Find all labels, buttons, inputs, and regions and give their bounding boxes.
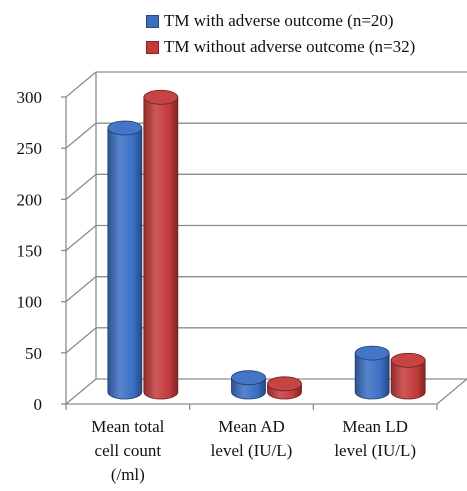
bar-body: [143, 96, 179, 400]
bar-1-1: [107, 120, 143, 400]
bar-top: [267, 376, 302, 392]
bar-2-1: [143, 89, 179, 400]
category-label: Mean LD level (IU/L): [334, 417, 416, 460]
legend-swatch-series-1: [146, 14, 159, 28]
y-tick-label: 300: [17, 88, 43, 107]
category-label: Mean AD level (IU/L): [211, 417, 293, 460]
chart-bars: [107, 89, 426, 400]
legend: TM with adverse outcome (n=20) TM withou…: [146, 8, 415, 60]
gridline-side: [65, 378, 97, 405]
bar-top: [231, 370, 266, 386]
y-tick-label: 50: [25, 344, 42, 363]
gridline-side: [65, 276, 97, 303]
legend-label-series-1: TM with adverse outcome (n=20): [164, 11, 394, 30]
legend-item-series-2: TM without adverse outcome (n=32): [146, 34, 415, 60]
y-tick-label: 0: [34, 395, 43, 414]
bar-top: [143, 89, 179, 105]
y-tick-label: 100: [17, 293, 43, 312]
bar-body: [390, 359, 426, 400]
bar-body: [107, 127, 143, 400]
y-tick-label: 200: [17, 190, 43, 209]
gridline-side: [65, 71, 97, 98]
y-tick-label: 150: [17, 242, 43, 261]
gridline-side: [65, 122, 97, 149]
gridline-side: [65, 327, 97, 354]
bar-top: [354, 345, 390, 361]
floor-right-edge: [436, 378, 467, 405]
legend-swatch-series-2: [146, 40, 159, 54]
gridline-side: [65, 173, 97, 200]
bar-1-3: [354, 345, 390, 400]
bar-2-3: [390, 352, 426, 400]
y-tick-label: 250: [17, 139, 43, 158]
bar-body: [354, 352, 390, 400]
legend-label-series-2: TM without adverse outcome (n=32): [164, 37, 416, 56]
bar-2-2: [267, 376, 302, 400]
gridline-side: [65, 225, 97, 251]
y-axis-ticks: 0 50 100 150 200 250 300: [17, 88, 438, 414]
bar-top: [390, 352, 426, 368]
category-label: Mean total cell count (/ml): [91, 417, 164, 484]
legend-item-series-1: TM with adverse outcome (n=20): [146, 8, 415, 34]
bar-top: [107, 120, 143, 136]
x-axis-categories: Mean total cell count (/ml) Mean AD level (I…: [91, 417, 416, 484]
bar-1-2: [231, 370, 266, 400]
